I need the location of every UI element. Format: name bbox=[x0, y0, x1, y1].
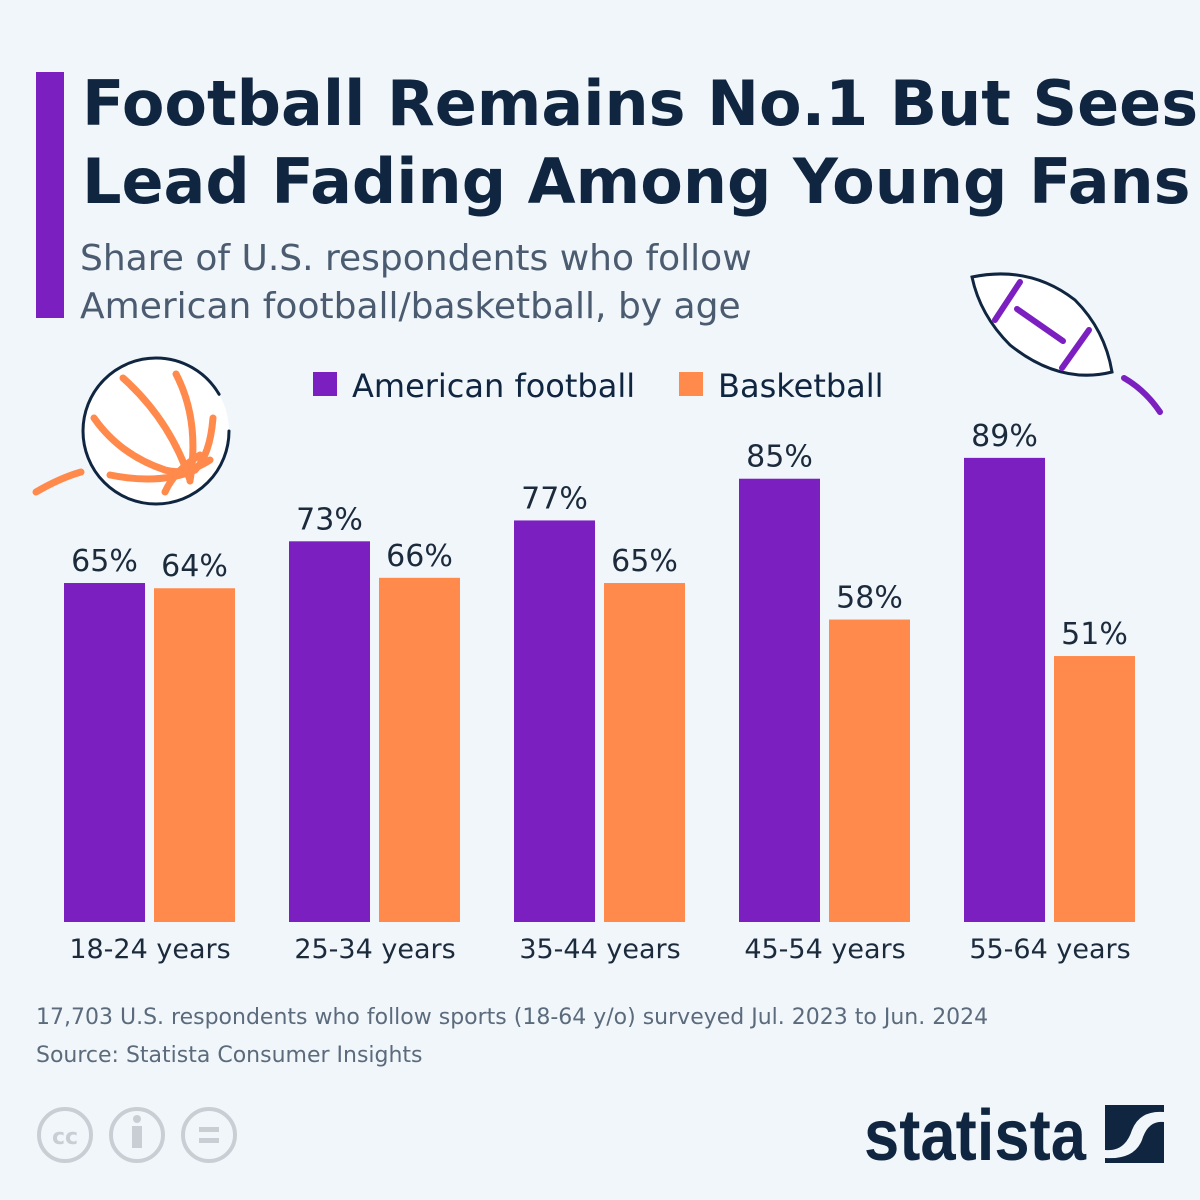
bar-basketball bbox=[154, 588, 235, 922]
legend-swatch-basketball bbox=[679, 372, 703, 396]
bar-football bbox=[289, 541, 370, 922]
subtitle-line-2: American football/basketball, by age bbox=[80, 286, 741, 327]
legend-label-football: American football bbox=[352, 367, 635, 405]
bar-football bbox=[64, 583, 145, 922]
bar-football bbox=[739, 478, 820, 922]
bar-football bbox=[964, 457, 1045, 922]
legend-label-basketball: Basketball bbox=[718, 367, 884, 405]
legend: American football Basketball bbox=[313, 367, 884, 405]
data-label: 89% bbox=[971, 419, 1038, 454]
cc-icon[interactable]: cc bbox=[37, 1107, 93, 1163]
x-tick-label: 35-44 years bbox=[519, 934, 680, 965]
statista-wordmark: statista bbox=[864, 1096, 1087, 1176]
attribution-icon[interactable] bbox=[109, 1107, 165, 1163]
data-label: 66% bbox=[386, 539, 453, 574]
data-label: 65% bbox=[71, 544, 138, 579]
data-label: 58% bbox=[836, 581, 903, 616]
subtitle-line-1: Share of U.S. respondents who follow bbox=[80, 238, 752, 279]
bar-basketball bbox=[604, 583, 685, 922]
data-label: 73% bbox=[296, 502, 363, 537]
data-label: 51% bbox=[1061, 617, 1128, 652]
data-label: 65% bbox=[611, 544, 678, 579]
bar-football bbox=[514, 520, 595, 922]
american-football-icon bbox=[970, 272, 1163, 415]
title-line-2: Lead Fading Among Young Fans bbox=[82, 145, 1191, 218]
bar-chart: 65% 64% 18-24 years 73% 66% 25-34 years 77% 65%… bbox=[64, 419, 1135, 965]
footer-note: 17,703 U.S. respondents who follow sport… bbox=[36, 1005, 988, 1030]
x-tick-label: 55-64 years bbox=[969, 934, 1130, 965]
title-accent-bar bbox=[36, 72, 64, 318]
x-tick-label: 18-24 years bbox=[69, 934, 230, 965]
legend-swatch-football bbox=[313, 372, 337, 396]
title-line-1: Football Remains No.1 But Sees bbox=[82, 67, 1198, 140]
bar-basketball bbox=[1054, 656, 1135, 922]
statista-logo[interactable]: statista bbox=[864, 1096, 1164, 1176]
no-derivatives-icon[interactable] bbox=[181, 1107, 237, 1163]
data-label: 77% bbox=[521, 481, 588, 516]
data-label: 64% bbox=[161, 549, 228, 584]
x-tick-label: 45-54 years bbox=[744, 934, 905, 965]
footer-source: Source: Statista Consumer Insights bbox=[36, 1043, 423, 1068]
bar-basketball bbox=[379, 577, 460, 922]
bar-basketball bbox=[829, 619, 910, 922]
data-label: 85% bbox=[746, 440, 813, 475]
x-tick-label: 25-34 years bbox=[294, 934, 455, 965]
svg-text:cc: cc bbox=[52, 1125, 78, 1150]
basketball-icon bbox=[32, 356, 231, 506]
